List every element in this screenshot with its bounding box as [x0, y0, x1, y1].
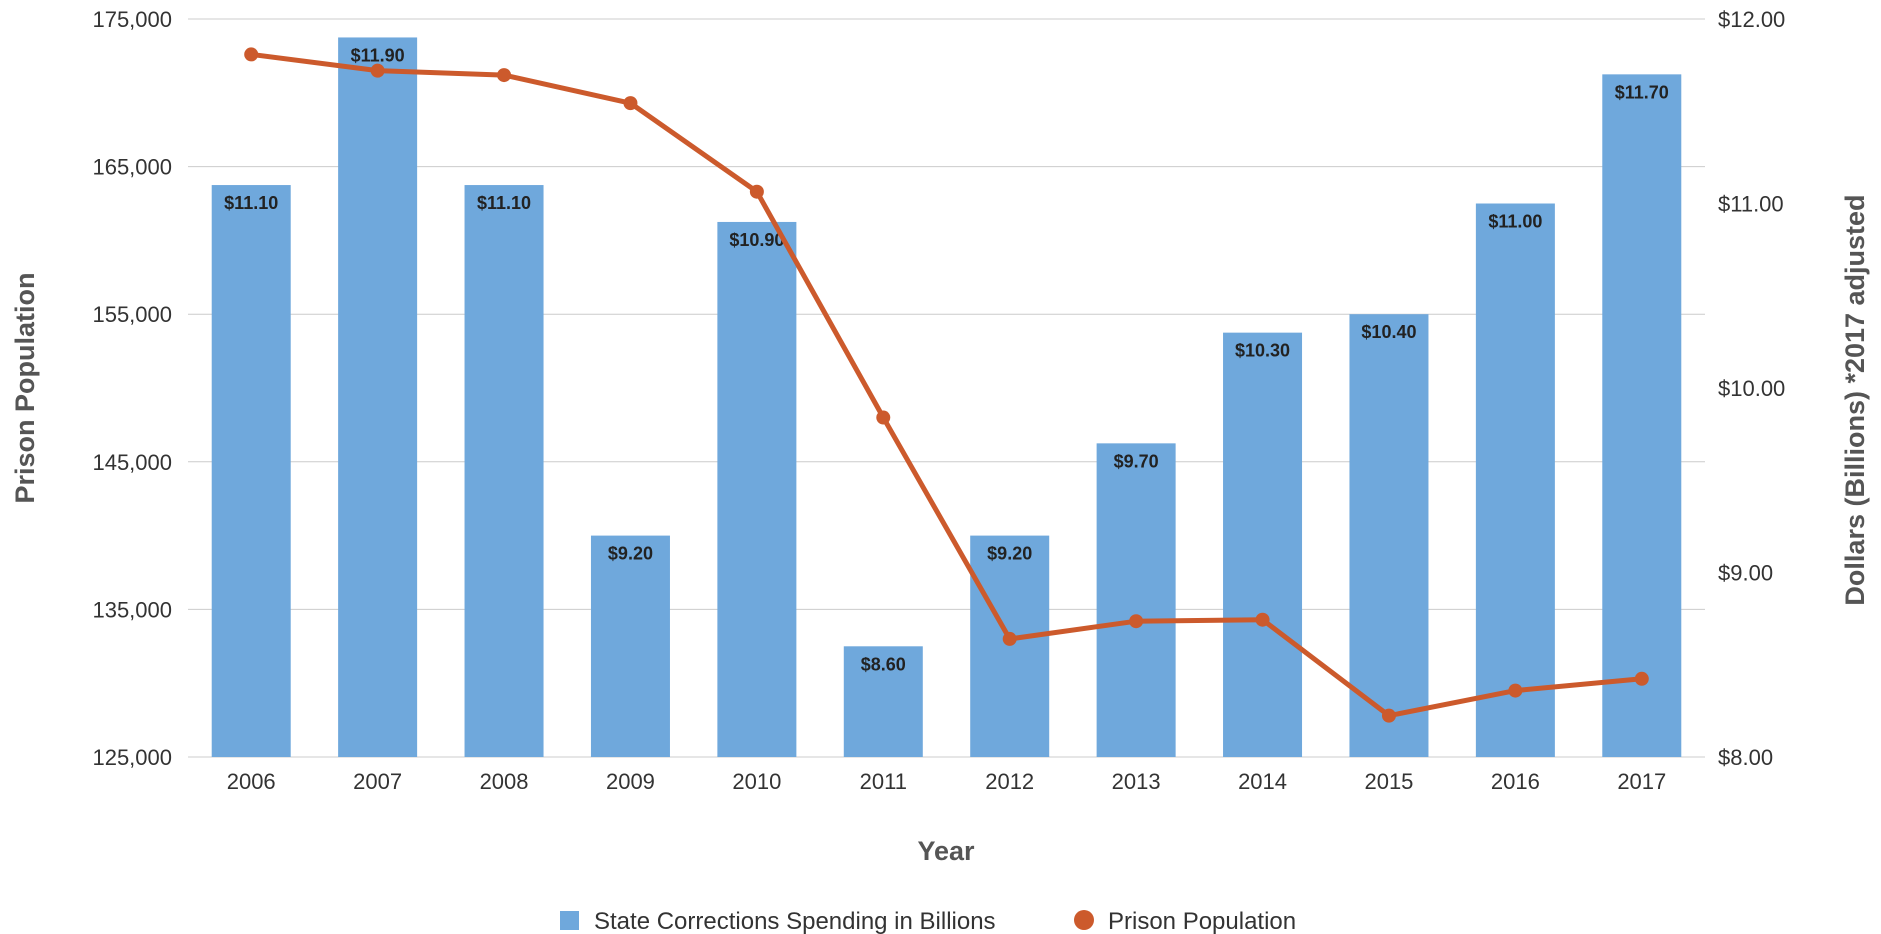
x-tick-label: 2009 — [606, 769, 655, 794]
spending-bar — [211, 185, 291, 758]
population-point — [244, 47, 259, 62]
legend: State Corrections Spending in Billions P… — [560, 908, 1296, 934]
bar-data-label: $11.10 — [224, 193, 278, 213]
right-tick-label: $10.00 — [1718, 376, 1785, 401]
population-point — [876, 410, 891, 425]
x-axis-ticks: 2006 2007 2008 2009 2010 2011 2012 2013 2014 2015… — [227, 769, 1667, 794]
spending-bar — [464, 185, 544, 758]
bar-data-labels: $11.10 $11.90 $11.10 $9.20 $10.90 $8.60 $9.20 $… — [224, 45, 1669, 674]
population-point — [749, 184, 764, 199]
prison-population-line — [244, 47, 1649, 723]
legend-label-spending: State Corrections Spending in Billions — [594, 908, 996, 934]
legend-label-population: Prison Population — [1108, 908, 1296, 934]
x-tick-label: 2011 — [860, 769, 907, 794]
spending-bars — [211, 37, 1682, 758]
left-tick-label: 155,000 — [92, 302, 172, 327]
bar-data-label: $10.40 — [1361, 322, 1416, 342]
left-tick-label: 145,000 — [92, 450, 172, 475]
right-axis-title: Dollars (Billions) *2017 adjusted — [1840, 194, 1870, 605]
x-tick-label: 2012 — [985, 769, 1034, 794]
bar-data-label: $9.20 — [987, 544, 1032, 564]
left-tick-label: 165,000 — [92, 155, 172, 180]
x-tick-label: 2014 — [1238, 769, 1287, 794]
bar-data-label: $9.70 — [1114, 451, 1159, 471]
x-tick-label: 2010 — [732, 769, 781, 794]
population-line — [248, 51, 1645, 719]
population-point — [1508, 683, 1523, 698]
bar-data-label: $8.60 — [861, 654, 906, 674]
spending-bar — [1475, 203, 1555, 757]
right-tick-label: $12.00 — [1718, 7, 1785, 32]
spending-bar — [1223, 332, 1303, 757]
left-axis-title: Prison Population — [10, 272, 40, 503]
population-point — [1002, 631, 1017, 646]
right-tick-label: $9.00 — [1718, 561, 1773, 586]
left-tick-label: 125,000 — [92, 745, 172, 770]
population-point — [1634, 671, 1649, 686]
x-tick-label: 2013 — [1112, 769, 1161, 794]
gridlines — [188, 18, 1705, 758]
spending-bar — [1602, 74, 1682, 758]
left-tick-label: 135,000 — [92, 597, 172, 622]
spending-bar — [970, 535, 1050, 757]
x-tick-label: 2016 — [1491, 769, 1540, 794]
x-tick-label: 2006 — [227, 769, 276, 794]
population-point — [1255, 612, 1270, 627]
legend-marker-population — [1074, 910, 1094, 930]
population-point — [370, 63, 385, 78]
left-axis-ticks: 125,000 135,000 145,000 155,000 165,000 175,0… — [92, 7, 172, 770]
population-point — [623, 96, 638, 111]
spending-bar — [590, 535, 670, 757]
x-tick-label: 2007 — [353, 769, 402, 794]
bar-data-label: $11.90 — [351, 45, 405, 65]
spending-bar — [717, 221, 797, 757]
left-tick-label: 175,000 — [92, 7, 172, 32]
spending-bar — [843, 646, 923, 757]
x-tick-label: 2017 — [1617, 769, 1666, 794]
population-point — [1381, 708, 1396, 723]
bar-data-label: $11.10 — [477, 193, 531, 213]
bar-data-label: $9.20 — [608, 544, 653, 564]
bar-data-label: $10.30 — [1235, 341, 1290, 361]
right-axis-ticks: $8.00 $9.00 $10.00 $11.00 $12.00 — [1718, 7, 1785, 770]
population-point — [1129, 614, 1144, 629]
bar-data-label: $11.70 — [1615, 82, 1669, 102]
spending-bar — [1349, 314, 1429, 757]
bar-data-label: $10.90 — [729, 230, 784, 250]
right-tick-label: $11.00 — [1718, 192, 1784, 217]
x-tick-label: 2015 — [1364, 769, 1413, 794]
spending-bar — [1096, 443, 1176, 757]
spending-bar — [338, 37, 418, 757]
x-axis-title: Year — [917, 836, 975, 866]
bar-data-label: $11.00 — [1488, 212, 1542, 232]
x-tick-label: 2008 — [480, 769, 529, 794]
right-tick-label: $8.00 — [1718, 745, 1773, 770]
population-point — [497, 68, 512, 83]
legend-swatch-spending — [560, 911, 579, 930]
